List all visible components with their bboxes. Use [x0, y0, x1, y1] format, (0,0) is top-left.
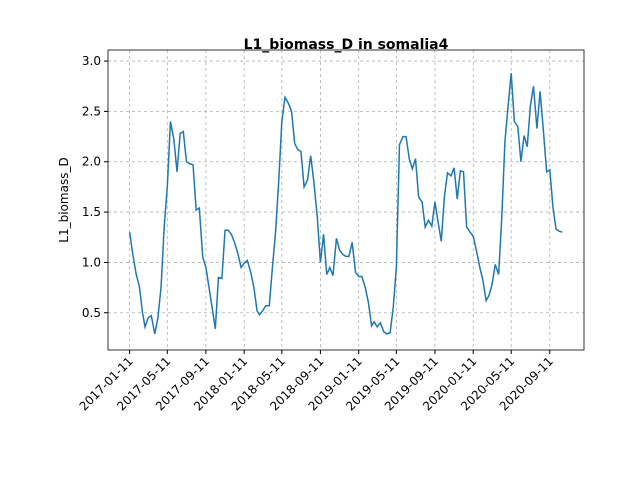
chart-title: L1_biomass_D in somalia4	[244, 37, 449, 53]
y-tick-label: 1.0	[82, 255, 101, 269]
y-tick-label: 2.5	[82, 104, 101, 118]
data-line	[128, 73, 563, 335]
y-tick-label: 3.0	[82, 54, 101, 68]
y-axis-label: L1_biomass_D	[57, 157, 71, 242]
y-tick-label: 2.0	[82, 155, 101, 169]
plot-frame	[107, 49, 585, 351]
y-tick-label: 0.5	[82, 306, 101, 320]
y-tick-label: 1.5	[82, 205, 101, 219]
